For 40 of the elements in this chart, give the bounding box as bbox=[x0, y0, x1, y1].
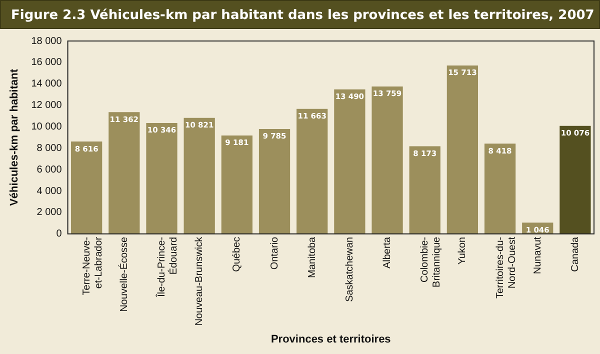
y-tick-label: 0 bbox=[56, 228, 62, 240]
x-tick-label: Nunavut bbox=[532, 236, 544, 274]
y-axis-title: Véhicules-km par habitant bbox=[8, 68, 21, 206]
x-tick-label: Canada bbox=[570, 236, 581, 272]
bar bbox=[108, 112, 140, 234]
x-tick-label: Manitoba bbox=[306, 236, 318, 278]
x-tick-label: Colombie- Britannique bbox=[420, 236, 443, 288]
bar bbox=[560, 126, 591, 234]
x-tick-label: Alberta bbox=[382, 236, 394, 269]
x-tick-label: Île-du-Prince- Édouard bbox=[156, 236, 180, 298]
y-tick-label: 12 000 bbox=[31, 100, 62, 112]
x-tick-label: Nouvelle-Écosse bbox=[118, 236, 130, 312]
x-tick-label: Terre-Neuve- et-Labrador bbox=[81, 236, 104, 296]
bar bbox=[409, 146, 440, 234]
x-tick-label: Territoires-du- Nord-Ouest bbox=[494, 236, 518, 299]
x-tick-label: Nouveau-Brunswick bbox=[194, 236, 206, 326]
x-tick-label: Ontario bbox=[269, 236, 280, 270]
y-tick-label: 2 000 bbox=[36, 207, 62, 218]
bar bbox=[372, 86, 403, 234]
bar bbox=[296, 108, 328, 234]
chart-title: Figure 2.3 Véhicules-km par habitant dans les provinces et les territoires, 2007 bbox=[0, 0, 600, 29]
y-tick-label: 4 000 bbox=[36, 186, 62, 197]
y-tick-label: 18 000 bbox=[31, 36, 62, 47]
y-tick-label: 16 000 bbox=[31, 57, 62, 68]
bar bbox=[184, 118, 215, 234]
x-tick-label: Yukon bbox=[457, 236, 468, 265]
y-tick-label: 10 000 bbox=[31, 121, 62, 132]
x-tick-label: Saskatchewan bbox=[344, 236, 356, 302]
x-tick-label: Québec bbox=[232, 236, 243, 272]
bar bbox=[334, 89, 366, 234]
bar bbox=[446, 66, 478, 234]
bar bbox=[258, 129, 290, 234]
y-tick-label: 8 000 bbox=[36, 142, 62, 154]
bar bbox=[221, 136, 252, 234]
x-axis-title: Provinces et territoires bbox=[270, 333, 391, 346]
bar bbox=[484, 144, 516, 234]
bar bbox=[71, 142, 102, 234]
y-tick-label: 6 000 bbox=[36, 164, 62, 176]
bar bbox=[146, 123, 178, 234]
y-tick-label: 14 000 bbox=[31, 78, 62, 90]
